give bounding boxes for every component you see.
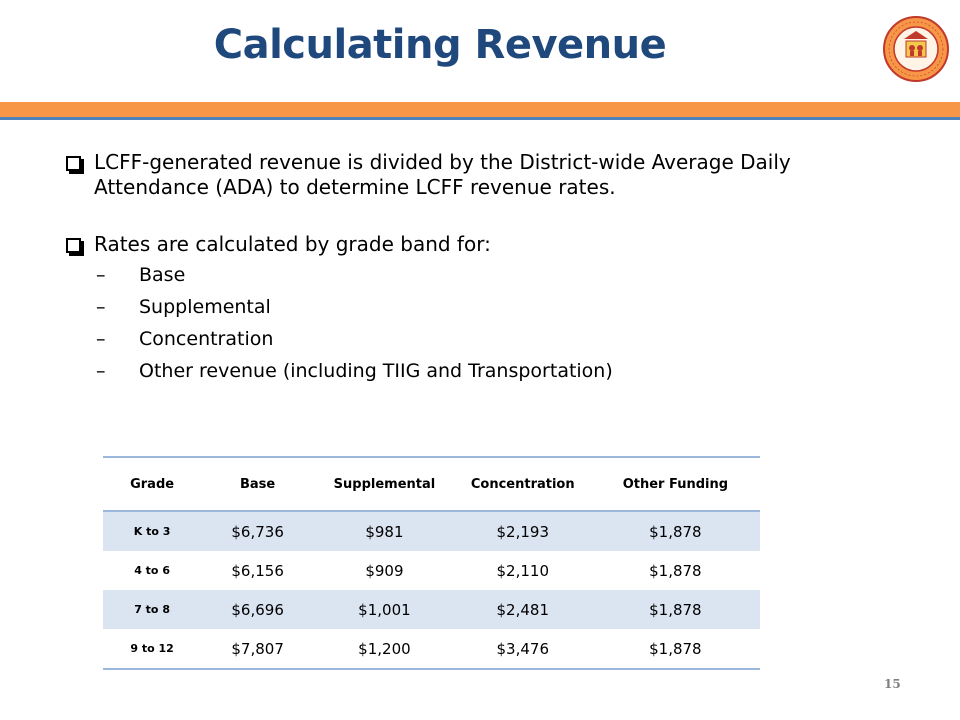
table-cell-grade: 9 to 12 [103, 629, 202, 669]
table-row: 9 to 12 $7,807 $1,200 $3,476 $1,878 [103, 629, 760, 669]
bullet-item: LCFF-generated revenue is divided by the… [66, 150, 886, 200]
sub-bullet-text: Base [139, 264, 186, 286]
column-header-concentration: Concentration [454, 457, 591, 512]
table-cell: $6,736 [201, 511, 315, 551]
column-header-other-funding: Other Funding [590, 457, 760, 512]
table-cell: $3,476 [454, 629, 591, 669]
table-cell: $1,878 [590, 629, 760, 669]
sub-bullet-item: – Base [96, 259, 886, 291]
column-header-supplemental: Supplemental [314, 457, 455, 512]
header-accent-bar-blue [0, 117, 960, 120]
table-cell-grade: 7 to 8 [103, 590, 202, 629]
page-number: 15 [884, 677, 901, 691]
table-cell: $1,878 [590, 551, 760, 590]
checkbox-bullet-icon [66, 238, 81, 253]
sub-bullet-list: – Base – Supplemental – Concentration – … [96, 259, 886, 387]
sub-bullet-text: Other revenue (including TIIG and Transp… [139, 360, 613, 382]
table-cell: $909 [314, 551, 455, 590]
table-cell-grade: K to 3 [103, 511, 202, 551]
table-cell: $1,878 [590, 511, 760, 551]
table-cell: $7,807 [201, 629, 315, 669]
table-cell: $6,156 [201, 551, 315, 590]
table-header-row: Grade Base Supplemental Concentration Ot… [103, 457, 760, 512]
dash-bullet: – [96, 360, 106, 382]
table-cell: $2,193 [454, 511, 591, 551]
column-header-grade: Grade [103, 457, 202, 512]
slide-title: Calculating Revenue [213, 22, 667, 68]
lausd-seal-icon [883, 16, 949, 82]
table-row: 7 to 8 $6,696 $1,001 $2,481 $1,878 [103, 590, 760, 629]
bullet-item: Rates are calculated by grade band for: [66, 232, 886, 257]
checkbox-bullet-icon [66, 156, 81, 171]
dash-bullet: – [96, 264, 106, 286]
column-header-base: Base [201, 457, 315, 512]
table-cell: $2,481 [454, 590, 591, 629]
table-cell: $1,001 [314, 590, 455, 629]
table-row: K to 3 $6,736 $981 $2,193 $1,878 [103, 511, 760, 551]
slide-body: LCFF-generated revenue is divided by the… [66, 150, 886, 387]
sub-bullet-item: – Supplemental [96, 291, 886, 323]
sub-bullet-item: – Other revenue (including TIIG and Tran… [96, 355, 886, 387]
sub-bullet-text: Concentration [139, 328, 274, 350]
bullet-text: LCFF-generated revenue is divided by the… [94, 150, 791, 199]
table-row: 4 to 6 $6,156 $909 $2,110 $1,878 [103, 551, 760, 590]
sub-bullet-item: – Concentration [96, 323, 886, 355]
dash-bullet: – [96, 328, 106, 350]
table-cell: $1,878 [590, 590, 760, 629]
header-accent-bar-orange [0, 102, 960, 117]
table-cell: $1,200 [314, 629, 455, 669]
sub-bullet-text: Supplemental [139, 296, 271, 318]
bullet-text: Rates are calculated by grade band for: [94, 232, 491, 256]
table-cell-grade: 4 to 6 [103, 551, 202, 590]
table-cell: $6,696 [201, 590, 315, 629]
table-cell: $2,110 [454, 551, 591, 590]
table-cell: $981 [314, 511, 455, 551]
dash-bullet: – [96, 296, 106, 318]
rates-table: Grade Base Supplemental Concentration Ot… [103, 456, 760, 670]
